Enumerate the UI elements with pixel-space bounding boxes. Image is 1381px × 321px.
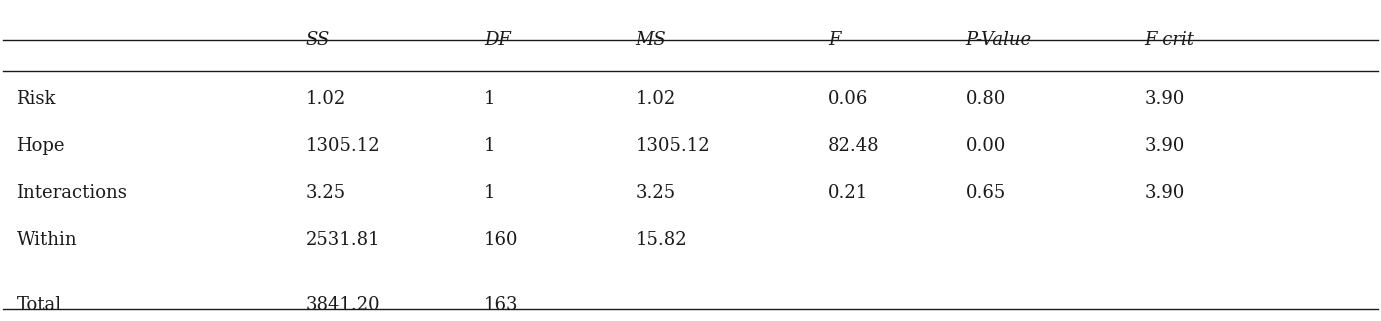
- Text: 1305.12: 1305.12: [635, 137, 710, 155]
- Text: Hope: Hope: [17, 137, 65, 155]
- Text: Risk: Risk: [17, 90, 57, 108]
- Text: 3.90: 3.90: [1145, 90, 1185, 108]
- Text: 1305.12: 1305.12: [305, 137, 380, 155]
- Text: DF: DF: [485, 31, 511, 49]
- Text: MS: MS: [635, 31, 666, 49]
- Text: 1.02: 1.02: [305, 90, 345, 108]
- Text: 0.21: 0.21: [829, 184, 869, 202]
- Text: 3841.20: 3841.20: [305, 296, 380, 314]
- Text: P-Value: P-Value: [965, 31, 1032, 49]
- Text: 160: 160: [485, 231, 519, 249]
- Text: F crit: F crit: [1145, 31, 1195, 49]
- Text: 3.25: 3.25: [305, 184, 345, 202]
- Text: 3.25: 3.25: [635, 184, 675, 202]
- Text: 163: 163: [485, 296, 519, 314]
- Text: 1: 1: [485, 90, 496, 108]
- Text: 0.80: 0.80: [965, 90, 1005, 108]
- Text: 1: 1: [485, 184, 496, 202]
- Text: 0.00: 0.00: [965, 137, 1005, 155]
- Text: SS: SS: [305, 31, 330, 49]
- Text: 1: 1: [485, 137, 496, 155]
- Text: 3.90: 3.90: [1145, 184, 1185, 202]
- Text: F: F: [829, 31, 841, 49]
- Text: 0.06: 0.06: [829, 90, 869, 108]
- Text: 1.02: 1.02: [635, 90, 675, 108]
- Text: Within: Within: [17, 231, 77, 249]
- Text: 15.82: 15.82: [635, 231, 688, 249]
- Text: 3.90: 3.90: [1145, 137, 1185, 155]
- Text: 2531.81: 2531.81: [305, 231, 380, 249]
- Text: Total: Total: [17, 296, 62, 314]
- Text: Interactions: Interactions: [17, 184, 127, 202]
- Text: 0.65: 0.65: [965, 184, 1005, 202]
- Text: 82.48: 82.48: [829, 137, 880, 155]
